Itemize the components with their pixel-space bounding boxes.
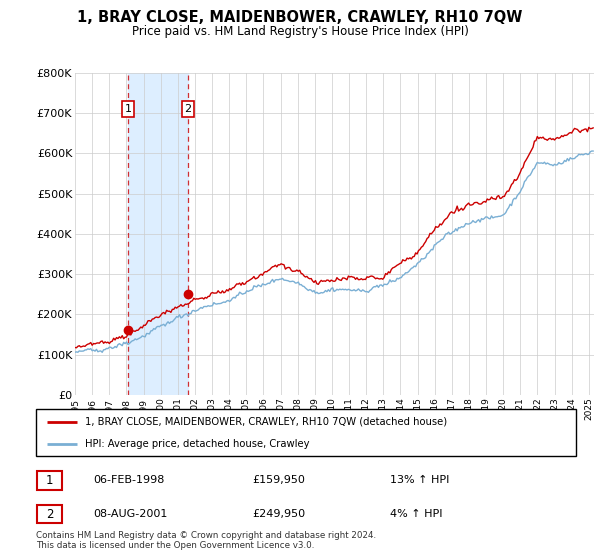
- Text: £249,950: £249,950: [252, 509, 305, 519]
- Text: 1, BRAY CLOSE, MAIDENBOWER, CRAWLEY, RH10 7QW: 1, BRAY CLOSE, MAIDENBOWER, CRAWLEY, RH1…: [77, 10, 523, 25]
- Text: 2: 2: [184, 104, 191, 114]
- Text: 2: 2: [46, 507, 53, 521]
- Text: 1: 1: [124, 104, 131, 114]
- Text: 06-FEB-1998: 06-FEB-1998: [93, 475, 164, 486]
- Text: 13% ↑ HPI: 13% ↑ HPI: [390, 475, 449, 486]
- Text: 08-AUG-2001: 08-AUG-2001: [93, 509, 167, 519]
- Text: HPI: Average price, detached house, Crawley: HPI: Average price, detached house, Craw…: [85, 438, 309, 449]
- Bar: [128, 73, 188, 395]
- Text: 4% ↑ HPI: 4% ↑ HPI: [390, 509, 443, 519]
- Text: 1, BRAY CLOSE, MAIDENBOWER, CRAWLEY, RH10 7QW (detached house): 1, BRAY CLOSE, MAIDENBOWER, CRAWLEY, RH1…: [85, 417, 447, 427]
- FancyBboxPatch shape: [37, 472, 62, 489]
- FancyBboxPatch shape: [36, 409, 576, 456]
- Text: Price paid vs. HM Land Registry's House Price Index (HPI): Price paid vs. HM Land Registry's House …: [131, 25, 469, 38]
- FancyBboxPatch shape: [37, 505, 62, 523]
- Text: £159,950: £159,950: [252, 475, 305, 486]
- Text: 1: 1: [46, 474, 53, 487]
- Text: Contains HM Land Registry data © Crown copyright and database right 2024.
This d: Contains HM Land Registry data © Crown c…: [36, 530, 376, 550]
